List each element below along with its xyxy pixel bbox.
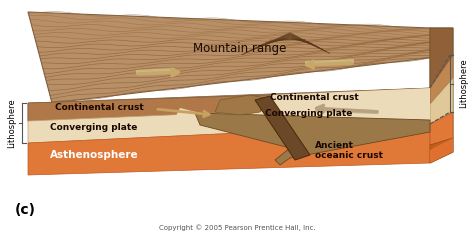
Polygon shape: [430, 138, 453, 163]
Polygon shape: [175, 108, 290, 148]
Polygon shape: [136, 68, 175, 74]
Polygon shape: [28, 104, 430, 143]
Polygon shape: [215, 95, 265, 115]
Polygon shape: [28, 12, 453, 103]
Polygon shape: [28, 124, 430, 175]
Text: Continental crust: Continental crust: [270, 92, 359, 101]
Polygon shape: [430, 55, 453, 104]
Text: Lithosphere: Lithosphere: [459, 59, 468, 108]
Polygon shape: [430, 28, 453, 163]
Polygon shape: [430, 112, 453, 145]
Polygon shape: [255, 96, 310, 160]
Polygon shape: [430, 78, 453, 124]
Text: Converging plate: Converging plate: [265, 109, 352, 118]
Text: Ancient: Ancient: [315, 141, 354, 150]
Text: (c): (c): [15, 203, 36, 217]
Polygon shape: [305, 59, 354, 65]
Text: oceanic crust: oceanic crust: [315, 150, 383, 160]
Text: Converging plate: Converging plate: [50, 123, 137, 132]
Text: Asthenosphere: Asthenosphere: [50, 150, 138, 160]
Polygon shape: [28, 88, 430, 121]
Polygon shape: [270, 88, 430, 124]
Polygon shape: [315, 108, 378, 114]
Text: Copyright © 2005 Pearson Prentice Hall, Inc.: Copyright © 2005 Pearson Prentice Hall, …: [159, 225, 315, 231]
Polygon shape: [430, 138, 453, 163]
Text: Continental crust: Continental crust: [55, 104, 144, 113]
Polygon shape: [195, 113, 430, 165]
Text: Lithosphere: Lithosphere: [8, 98, 17, 148]
Polygon shape: [28, 88, 430, 121]
Polygon shape: [430, 28, 453, 88]
Text: Mountain range: Mountain range: [193, 41, 287, 55]
